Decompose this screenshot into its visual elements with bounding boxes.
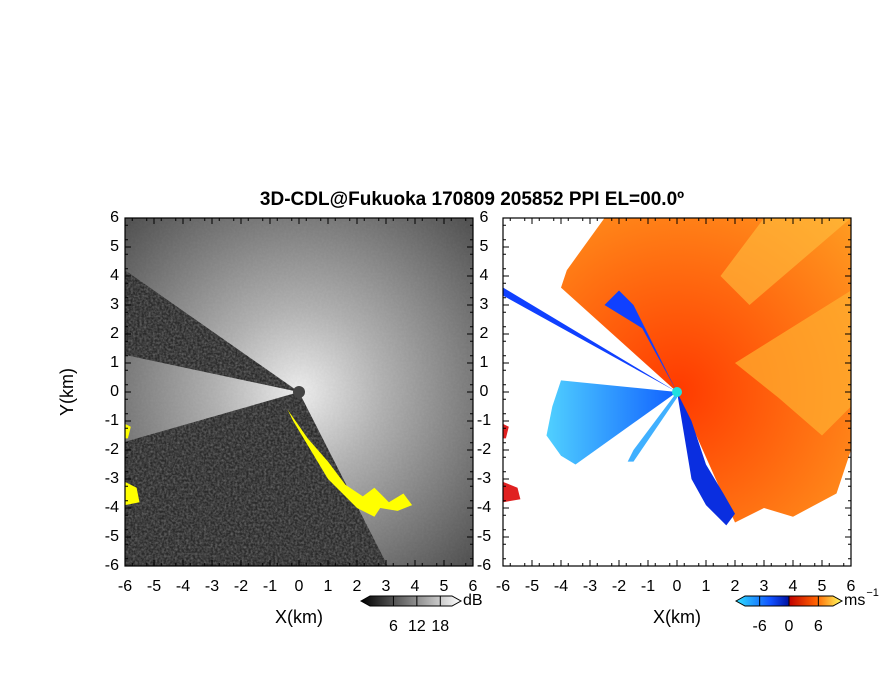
y-tick-label: -6 bbox=[477, 557, 491, 574]
radar-field bbox=[125, 218, 473, 566]
y-axis-label: Y(km) bbox=[57, 368, 77, 416]
x-tick-label: -4 bbox=[554, 578, 568, 595]
y-tick-label: 6 bbox=[480, 209, 489, 226]
x-tick-label: 1 bbox=[324, 578, 333, 595]
radar-site bbox=[672, 387, 682, 397]
y-tick-label: 5 bbox=[480, 238, 489, 255]
x-tick-label: 3 bbox=[760, 578, 769, 595]
y-tick-label: -5 bbox=[477, 528, 491, 545]
colorbar-label: ms bbox=[844, 592, 865, 609]
radar-field bbox=[503, 218, 851, 566]
y-tick-label: 2 bbox=[110, 325, 119, 342]
title: 3D-CDL@Fukuoka 170809 205852 PPI EL=00.0… bbox=[260, 189, 684, 210]
y-tick-label: 1 bbox=[110, 354, 119, 371]
x-tick-label: 1 bbox=[702, 578, 711, 595]
y-tick-label: 4 bbox=[110, 267, 119, 284]
x-tick-label: 4 bbox=[789, 578, 798, 595]
radar-streak bbox=[125, 289, 299, 392]
x-axis-label: X(km) bbox=[653, 607, 701, 627]
x-tick-label: 5 bbox=[818, 578, 827, 595]
clutter bbox=[125, 423, 140, 506]
x-tick-label: -2 bbox=[612, 578, 626, 595]
colorbar-tick-label: 6 bbox=[814, 618, 823, 635]
x-tick-label: -5 bbox=[147, 578, 161, 595]
x-tick-label: 0 bbox=[295, 578, 304, 595]
colorbar-tick-label: 12 bbox=[408, 618, 426, 635]
radar-streak bbox=[503, 287, 677, 392]
x-tick-label: 0 bbox=[673, 578, 682, 595]
radar-echo-high bbox=[720, 218, 851, 305]
y-tick-label: 0 bbox=[110, 383, 119, 400]
radar-streak bbox=[299, 392, 473, 494]
x-tick-label: -4 bbox=[176, 578, 190, 595]
radar-streak bbox=[299, 218, 402, 392]
y-tick-label: 3 bbox=[110, 296, 119, 313]
y-tick-label: 0 bbox=[480, 383, 489, 400]
colorbar-label: dB bbox=[463, 592, 483, 609]
colorbar-label-sup: −1 bbox=[866, 587, 879, 599]
clutter bbox=[287, 409, 413, 517]
x-tick-label: 6 bbox=[847, 578, 856, 595]
colorbar bbox=[359, 595, 463, 607]
y-tick-label: 1 bbox=[480, 354, 489, 371]
colorbar-tick-label: 6 bbox=[389, 618, 398, 635]
y-tick-label: -3 bbox=[105, 470, 119, 487]
x-tick-label: 2 bbox=[353, 578, 362, 595]
y-tick-label: 4 bbox=[480, 267, 489, 284]
x-tick-label: -6 bbox=[496, 578, 510, 595]
y-tick-label: -1 bbox=[477, 412, 491, 429]
y-tick-label: -3 bbox=[477, 470, 491, 487]
colorbar-tick-label: 18 bbox=[431, 618, 449, 635]
x-tick-label: 4 bbox=[411, 578, 420, 595]
x-tick-label: -5 bbox=[525, 578, 539, 595]
radar-streak bbox=[299, 218, 423, 392]
radar-streak bbox=[627, 392, 677, 462]
colorbar-tick-label: -6 bbox=[753, 618, 767, 635]
x-tick-label: -1 bbox=[263, 578, 277, 595]
x-tick-label: 3 bbox=[382, 578, 391, 595]
radar-echo bbox=[561, 218, 851, 523]
y-tick-label: -2 bbox=[105, 441, 119, 458]
y-tick-label: -4 bbox=[477, 499, 491, 516]
y-tick-label: -2 bbox=[477, 441, 491, 458]
x-tick-label: 5 bbox=[440, 578, 449, 595]
radar-streak bbox=[125, 392, 299, 471]
x-tick-label: -3 bbox=[583, 578, 597, 595]
y-tick-label: 2 bbox=[480, 325, 489, 342]
y-tick-label: -5 bbox=[105, 528, 119, 545]
x-tick-label: 2 bbox=[731, 578, 740, 595]
y-tick-label: -4 bbox=[105, 499, 119, 516]
y-tick-label: 3 bbox=[480, 296, 489, 313]
clutter bbox=[503, 423, 521, 503]
colorbar-tick-label: 0 bbox=[785, 618, 794, 635]
radar-echo-low bbox=[604, 290, 677, 392]
x-tick-label: -1 bbox=[641, 578, 655, 595]
radar-echo-high bbox=[735, 290, 851, 436]
radar-echo-low bbox=[677, 392, 735, 526]
x-tick-label: -6 bbox=[118, 578, 132, 595]
radar-streak bbox=[299, 218, 375, 392]
x-axis-label: X(km) bbox=[275, 607, 323, 627]
radar-site bbox=[293, 386, 305, 398]
y-tick-label: 5 bbox=[110, 238, 119, 255]
radar-echo-neg bbox=[546, 380, 677, 465]
y-tick-label: 6 bbox=[110, 209, 119, 226]
x-tick-label: -3 bbox=[205, 578, 219, 595]
y-tick-label: -1 bbox=[105, 412, 119, 429]
x-tick-label: 6 bbox=[469, 578, 478, 595]
x-tick-label: -2 bbox=[234, 578, 248, 595]
y-tick-label: -6 bbox=[105, 557, 119, 574]
